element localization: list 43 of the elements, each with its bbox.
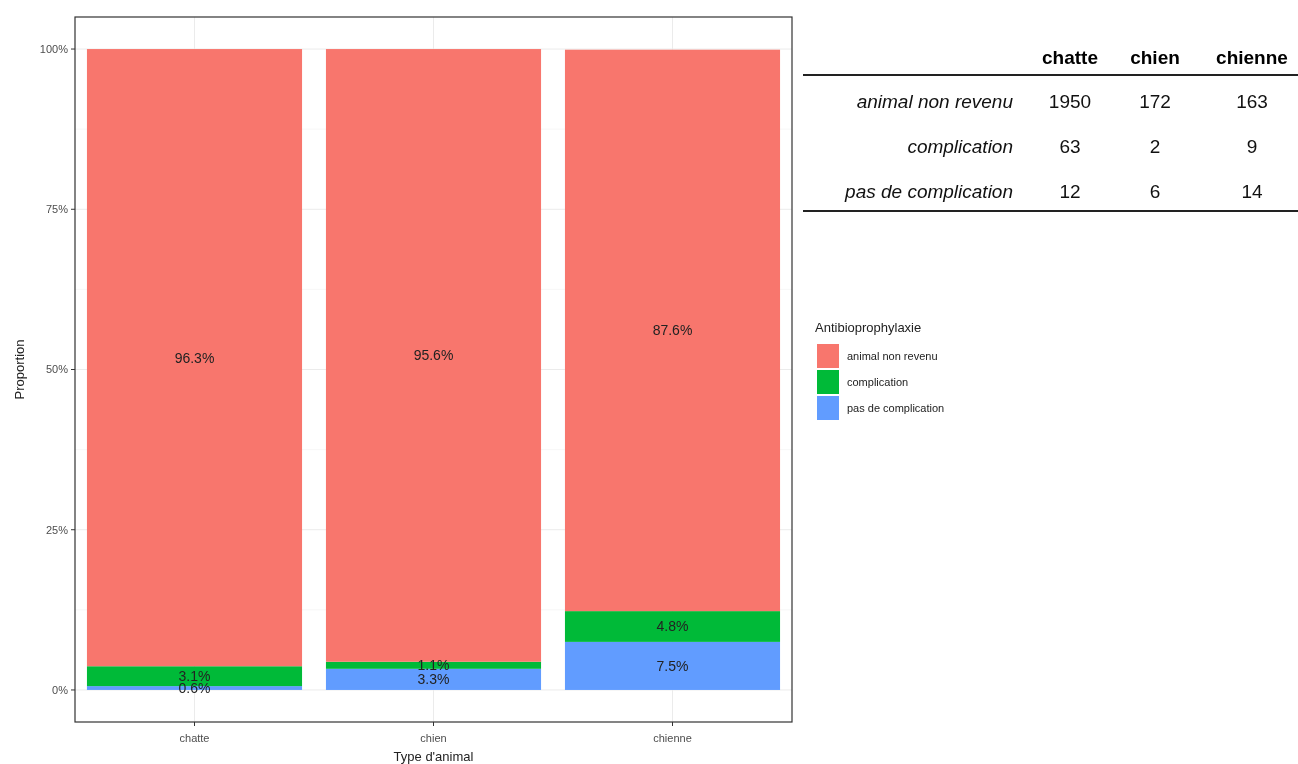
category-label: chienne xyxy=(1216,46,1288,68)
data-label: 6 xyxy=(1149,180,1161,202)
bar xyxy=(86,49,303,667)
x-tick-label: chienne xyxy=(653,732,692,744)
text: pas de complication xyxy=(844,180,1013,202)
x-axis-title: Type d'animal xyxy=(393,749,474,764)
data-label: 4.8% xyxy=(656,618,689,635)
text: complication xyxy=(907,135,1013,157)
data-label: 87.6% xyxy=(652,322,693,339)
bar xyxy=(325,49,542,662)
data-label: 163 xyxy=(1236,90,1268,112)
y-axis-title: Proportion xyxy=(12,339,27,400)
y-tick-label: 0% xyxy=(52,683,69,696)
category-label: chien xyxy=(1130,46,1180,68)
data-label: 12 xyxy=(1059,180,1081,202)
bar xyxy=(564,641,781,690)
data-label: 63 xyxy=(1059,135,1081,157)
bar xyxy=(325,661,542,669)
data-label: 14 xyxy=(1241,180,1263,202)
category-label: chatte xyxy=(1042,46,1098,68)
bar xyxy=(564,49,781,612)
y-tick-label: 75% xyxy=(45,203,69,216)
legend-title: Antibioprophylaxie xyxy=(815,320,922,335)
y-tick-label: 25% xyxy=(45,523,69,536)
bar xyxy=(325,668,542,690)
data-label: 1.1% xyxy=(417,657,450,674)
legend-label: pas de complication xyxy=(847,401,945,414)
legend-label: animal non revenu xyxy=(847,349,938,362)
y-tick-label: 100% xyxy=(39,42,69,55)
data-label: 172 xyxy=(1139,90,1171,112)
x-tick-label: chien xyxy=(420,732,447,744)
bar xyxy=(564,611,781,642)
x-tick-label: chatte xyxy=(179,732,210,744)
y-tick-label: 50% xyxy=(45,363,69,376)
data-label: 96.3% xyxy=(174,349,215,366)
data-label: 9 xyxy=(1246,135,1258,157)
data-label: 95.6% xyxy=(413,347,454,364)
legend-label: complication xyxy=(847,375,909,388)
data-label: 1950 xyxy=(1048,90,1092,112)
text: animal non revenu xyxy=(856,90,1014,112)
data-label: 3.3% xyxy=(417,671,450,688)
data-label: 2 xyxy=(1149,135,1161,157)
data-label: 7.5% xyxy=(656,657,689,674)
